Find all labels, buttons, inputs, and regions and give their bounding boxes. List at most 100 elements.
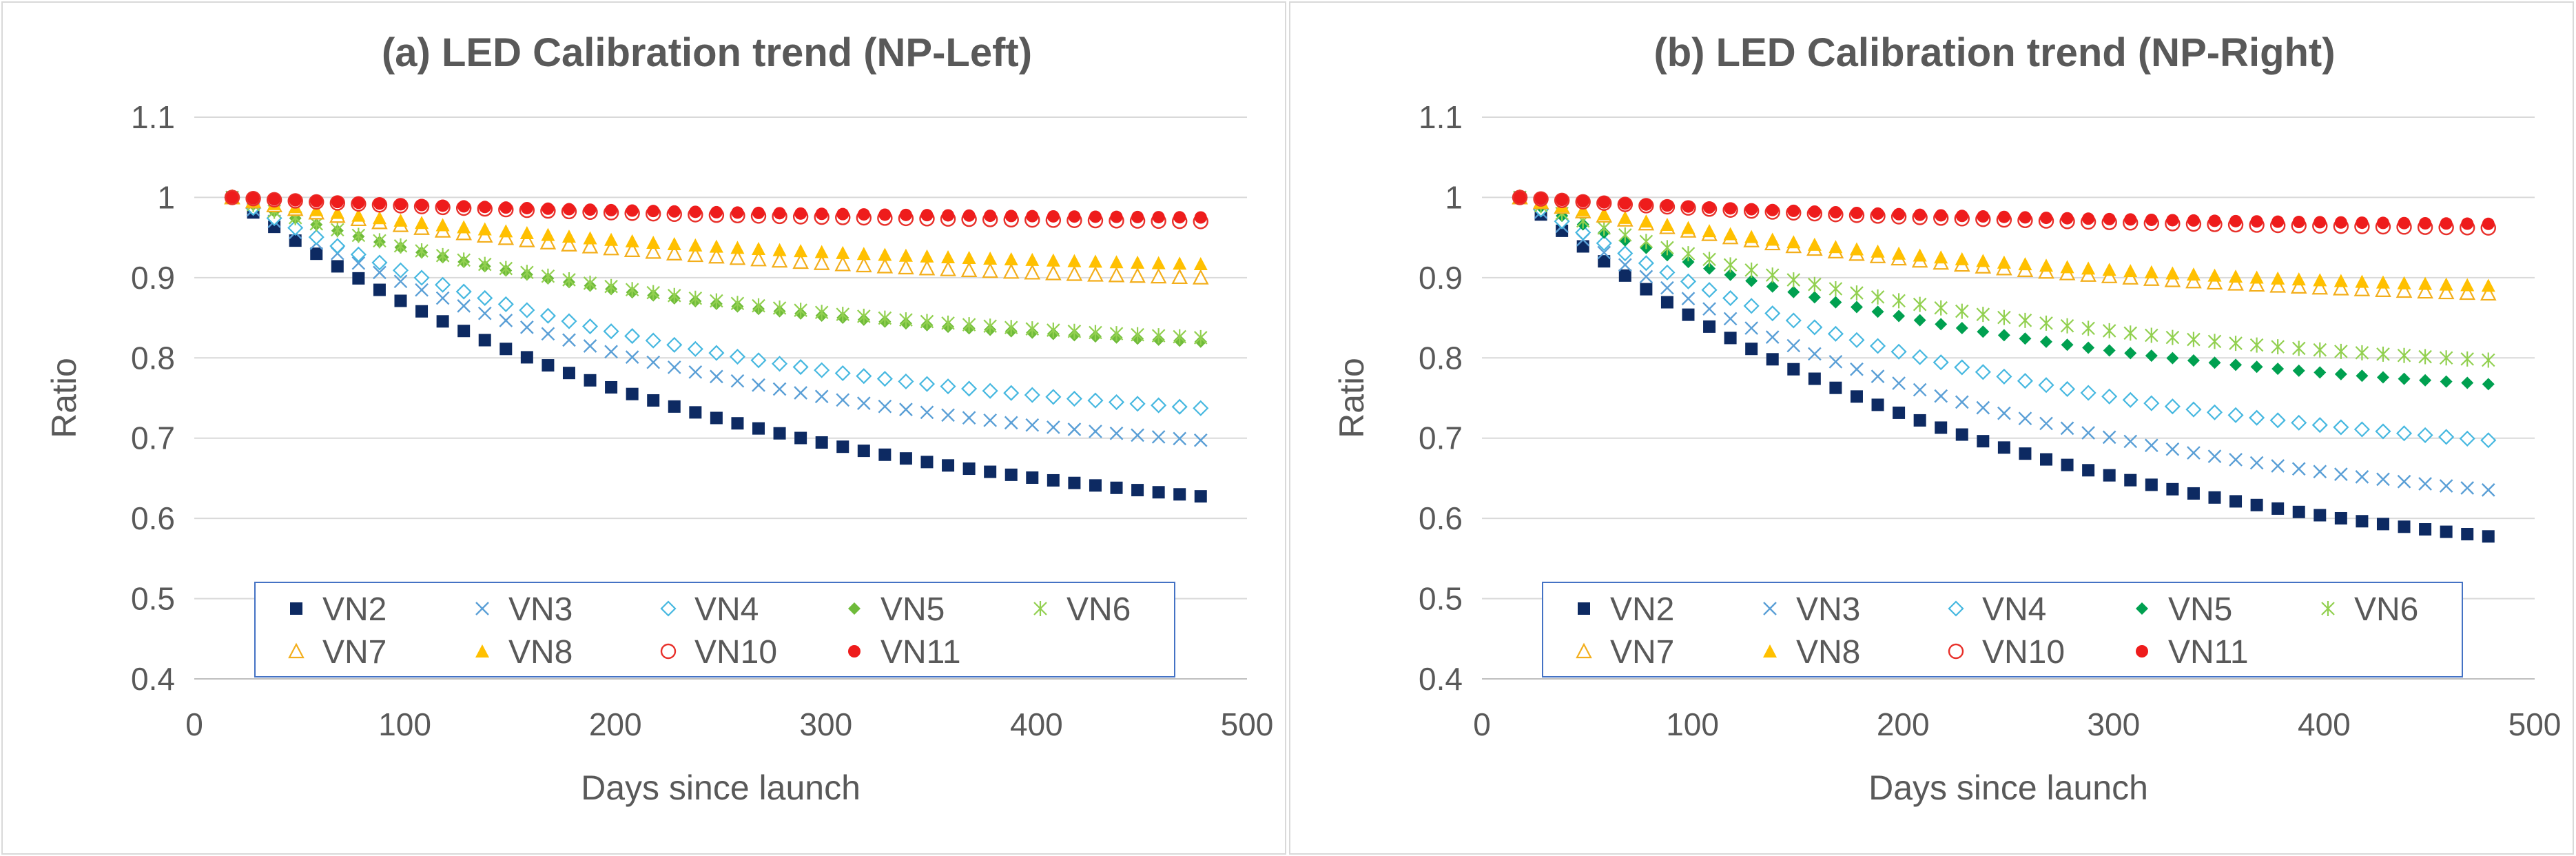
data-point — [2461, 217, 2474, 230]
data-point — [2334, 511, 2347, 524]
data-point — [982, 383, 998, 399]
data-point — [2397, 474, 2411, 489]
data-point — [1913, 314, 1926, 327]
data-point — [1849, 242, 1864, 256]
y-tick-label: 0.5 — [131, 581, 175, 617]
data-point — [542, 202, 555, 215]
data-point — [562, 272, 576, 287]
data-point — [1150, 267, 1167, 284]
data-point — [1765, 330, 1780, 344]
data-point — [687, 246, 704, 263]
x-tick-label: 0 — [1473, 706, 1491, 742]
data-point — [773, 427, 786, 440]
chart-frame — [1, 1, 1286, 855]
data-point — [1108, 394, 1125, 411]
legend-label: VN7 — [1610, 634, 1674, 671]
data-point — [2207, 449, 2222, 463]
data-point — [435, 291, 450, 305]
data-point — [1067, 422, 1082, 436]
data-point — [2187, 446, 2201, 460]
x-tick-label: 100 — [378, 706, 431, 742]
data-point — [2417, 283, 2433, 299]
data-point — [2419, 216, 2432, 230]
data-point — [1171, 398, 1188, 415]
data-point — [2145, 327, 2158, 343]
data-point — [247, 192, 260, 205]
x-tick-label: 200 — [589, 706, 642, 742]
data-point — [1786, 338, 1801, 353]
data-point — [2060, 421, 2074, 436]
data-point — [2165, 266, 2180, 280]
data-point — [2019, 211, 2032, 224]
data-point — [2208, 356, 2221, 369]
data-point — [813, 254, 830, 270]
data-point — [878, 247, 892, 261]
data-point — [2398, 372, 2411, 385]
data-point — [772, 300, 787, 316]
data-point — [584, 374, 597, 387]
data-point — [2080, 385, 2096, 401]
data-point — [2039, 416, 2053, 431]
data-point — [1703, 320, 1716, 333]
data-point — [393, 274, 408, 289]
data-point — [542, 359, 555, 372]
data-point — [2269, 412, 2286, 429]
data-point — [2375, 423, 2391, 440]
data-point — [772, 356, 788, 372]
data-point — [1618, 227, 1632, 243]
data-point — [2081, 320, 2095, 336]
data-point — [1109, 255, 1124, 269]
data-point — [1955, 321, 1968, 334]
y-tick-label: 0.4 — [131, 661, 175, 697]
data-point — [940, 378, 956, 395]
data-point — [1808, 372, 1821, 385]
data-point — [1975, 364, 1991, 380]
data-point — [962, 462, 976, 476]
data-point — [752, 422, 765, 435]
data-point — [373, 283, 386, 296]
data-point — [2395, 425, 2413, 442]
data-point — [1913, 414, 1926, 427]
data-point — [1997, 309, 2011, 325]
legend-label: VN2 — [322, 591, 387, 628]
data-point — [645, 243, 662, 259]
chart-panel-left: (a) LED Calibration trend (NP-Left) 0.4 0.… — [1, 1, 1286, 855]
data-point — [1955, 210, 1968, 223]
data-point — [1192, 269, 1209, 285]
data-point — [226, 191, 239, 204]
legend-label: VN4 — [694, 591, 759, 628]
data-point — [519, 226, 534, 240]
data-point — [2040, 453, 2053, 466]
data-point — [815, 436, 828, 449]
x-tick-label: 500 — [1221, 706, 1274, 742]
data-point — [729, 348, 746, 365]
data-point — [1723, 312, 1738, 326]
y-tick-label: 0.8 — [131, 340, 175, 376]
data-point — [1828, 354, 1843, 369]
data-point — [2145, 349, 2158, 363]
data-point — [2187, 354, 2200, 367]
data-point — [1871, 369, 1885, 383]
data-point — [2271, 459, 2285, 473]
data-point — [2166, 351, 2179, 365]
data-point — [499, 224, 513, 238]
legend-marker — [1948, 643, 1964, 660]
data-point — [1765, 232, 1780, 246]
data-point — [2395, 282, 2413, 298]
data-point — [2271, 215, 2285, 228]
data-point — [1933, 354, 1949, 371]
data-point — [2269, 277, 2286, 293]
data-point — [1047, 473, 1060, 487]
data-point — [2229, 358, 2243, 371]
data-point — [1618, 210, 1632, 224]
data-point — [2145, 478, 2158, 491]
y-tick-label: 0.5 — [1419, 581, 1463, 617]
data-point — [1807, 347, 1822, 361]
legend-label: VN8 — [1796, 634, 1860, 671]
data-point — [920, 405, 934, 420]
data-point — [2311, 417, 2328, 434]
series-vn6 — [225, 190, 1208, 345]
data-point — [1787, 204, 1800, 217]
chart-title: (b) LED Calibration trend (NP-Right) — [1653, 30, 2335, 75]
data-point — [1765, 267, 1780, 283]
